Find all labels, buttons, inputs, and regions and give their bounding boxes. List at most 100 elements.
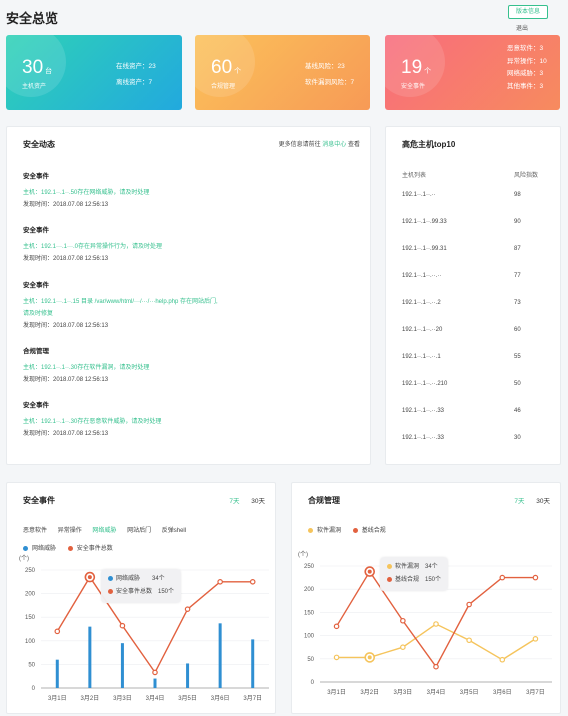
assets-count: 30 台 [22,57,53,78]
events-label: 安全事件 [401,84,426,90]
host-ip[interactable]: 192.1··.1··.··.2 [402,300,441,306]
range-tabs: 7天 30天 [219,495,265,505]
online-assets: 在线资产：23 [116,63,156,70]
point [466,637,472,644]
x-tick-label: 3月2日 [360,689,379,696]
chart-legend: 网络威胁 安全事件总数 [23,543,123,552]
events-card[interactable]: 19 个 安全事件 恶意软件：3 异常操作：10 网络威胁：3 其他事件：3 [385,35,560,110]
y-tick-label: 250 [304,564,315,570]
point [400,644,406,651]
chart-tooltip: 软件漏洞 34个 基线合规 150个 [380,557,449,591]
chart-legend: 软件漏洞 基线合规 [308,525,396,534]
y-tick-label: 100 [304,634,315,640]
y-tick-label: 0 [32,686,36,692]
events-count: 19 个 [401,57,432,78]
legend-total-events[interactable]: 安全事件总数 [67,545,113,552]
event-item[interactable]: 安全事件 主机：192.1···.1···.0存在异常操作行为，请及时处理 发现… [23,227,163,262]
point [152,669,158,676]
chart-tooltip: 网络威胁 34个 安全事件总数 150个 [101,569,182,603]
risk-score: 30 [514,435,521,441]
risk-score: 46 [514,408,521,414]
category-webshell[interactable]: 网站后门 [127,528,152,534]
host-ip[interactable]: 192.1··.1··.··.·· [402,273,442,279]
assets-stats: 在线资产：23 离线资产：7 [116,59,156,91]
host-ip[interactable]: 192.1··.1··.··.1 [402,354,441,360]
point [400,617,406,624]
legend-software-vuln[interactable]: 软件漏洞 [308,527,341,534]
more-info: 更多信息请前往 消息中心 查看 [278,142,360,148]
y-axis-unit: (个) [298,551,308,558]
top-bar: 安全总览 版本信息 退出 [0,0,568,32]
y-tick-label: 50 [28,662,35,668]
host-ip[interactable]: 192.1··.1··.99.31 [402,246,447,252]
category-reverse-shell[interactable]: 反弹shell [161,528,187,534]
host-ip[interactable]: 192.1··.1··.··20 [402,327,443,333]
x-tick-label: 3月2日 [81,695,100,702]
point [532,636,539,642]
point [119,622,126,629]
risk-score: 55 [514,354,521,360]
y-tick-label: 250 [25,568,36,574]
category-network-threat[interactable]: 网络威胁 [92,528,117,534]
y-axis-unit: (个) [19,555,29,562]
risk-score: 60 [514,327,521,333]
point [433,663,439,670]
panel-title: 合规管理 [308,496,340,505]
bar-网络威胁 [251,639,255,688]
host-ip[interactable]: 192.1··.1··.·· [402,192,436,198]
risk-score: 77 [514,273,521,279]
tab-7d[interactable]: 7天 [229,498,240,505]
range-tabs: 7天 30天 [504,495,550,505]
col-risk-header: 风险指数 [514,173,539,179]
tab-7d[interactable]: 7天 [514,498,525,505]
host-ip[interactable]: 192.1··.1··.99.33 [402,219,447,225]
point [333,623,340,630]
point [367,655,372,660]
event-item[interactable]: 安全事件 主机：192.1··.1··.30存在恶意软件威胁，请及时处理 发现时… [23,402,162,437]
category-abnormal-ops[interactable]: 异常操作 [57,528,82,534]
assets-card[interactable]: 30 台 主机资产 在线资产：23 离线资产：7 [6,35,182,110]
message-center-link[interactable]: 消息中心 [322,142,347,148]
legend-network-threat[interactable]: 网络威胁 [23,545,56,552]
bar-网络威胁 [55,659,59,688]
y-tick-label: 150 [304,610,315,616]
y-tick-label: 50 [307,657,314,663]
x-tick-label: 3月5日 [178,695,197,702]
host-ip[interactable]: 192.1··.1··.··.210 [402,381,448,387]
security-events-chart-panel: 安全事件 7天 30天 恶意软件 异常操作 网络威胁 网站后门 反弹shell … [6,482,276,714]
x-tick-label: 3月3日 [113,695,132,702]
event-item[interactable]: 合规管理 主机：192.1··.1··.30存在软件漏洞，请及时处理 发现时间：… [23,348,150,383]
host-ip[interactable]: 192.1··.1··.··.33 [402,435,445,441]
x-tick-label: 3月4日 [146,695,165,702]
other-events-count: 其他事件：3 [507,82,544,90]
panel-title: 高危主机top10 [402,140,456,149]
logout-link[interactable]: 退出 [516,26,529,32]
bar-网络威胁 [218,623,222,688]
tab-30d[interactable]: 30天 [536,498,550,505]
risk-score: 98 [514,192,521,198]
point [466,601,472,608]
high-risk-hosts-panel: 高危主机top10 主机列表 风险指数 192.1··.1··.·· 98 192.… [385,126,561,465]
risk-score: 73 [514,300,521,306]
compliance-card[interactable]: 60 个 合规管理 基线风险：23 软件漏洞风险：7 [195,35,370,110]
tab-30d[interactable]: 30天 [251,498,265,505]
panel-title: 安全动态 [23,140,55,149]
event-item[interactable]: 安全事件 主机：192.1···.1··.15 目录 /var/www/html… [23,282,218,329]
y-tick-label: 200 [25,592,36,598]
host-ip[interactable]: 192.1··.1··.··.33 [402,408,445,414]
y-tick-label: 150 [25,615,36,621]
edition-info-button[interactable]: 版本信息 [508,5,548,19]
x-tick-label: 3月3日 [394,689,413,696]
category-malware[interactable]: 恶意软件 [23,528,48,534]
point [499,656,506,663]
y-tick-label: 100 [25,639,36,645]
event-item[interactable]: 安全事件 主机：192.1··.1··.50存在网络威胁，请及时处理 发现时间：… [23,173,150,208]
bar-网络威胁 [186,663,190,688]
legend-baseline[interactable]: 基线合规 [352,527,386,534]
security-events-chart: (个) 0 50 100 150 200 250 3月1日 3月2日 3月3日 3月4日 3月5日 3月… [19,555,269,702]
offline-assets: 离线资产：7 [116,79,153,86]
compliance-count: 60 个 [211,57,242,78]
point [249,579,256,585]
point [499,574,506,581]
